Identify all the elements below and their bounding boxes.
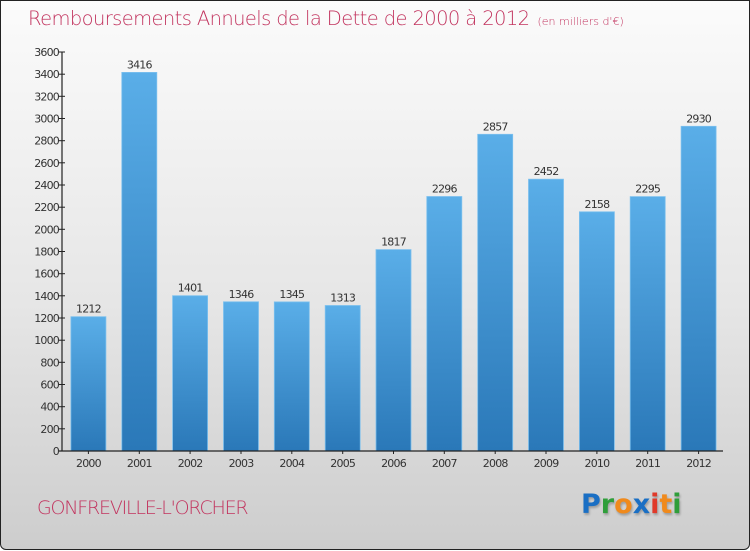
- data-label-2007: 2296: [432, 183, 458, 196]
- proxiti-logo: Proxiti: [581, 489, 682, 520]
- data-label-2001: 3416: [127, 58, 153, 71]
- y-tick-label-3000: 3000: [34, 113, 60, 126]
- chart-title-text: Remboursements Annuels de la Dette de 20…: [28, 7, 530, 30]
- bars-group: 1212 3416 1401 1346 1345 1313 1817 2296 2857 2452…: [70, 58, 717, 452]
- y-tick-label-1000: 1000: [34, 334, 60, 347]
- x-tick-label-2010: 2010: [585, 457, 611, 470]
- city-name: GONFREVILLE-L'ORCHER: [37, 497, 249, 519]
- y-tick-label-2800: 2800: [34, 135, 60, 148]
- x-tick-label-2012: 2012: [686, 457, 711, 470]
- x-tick-label-2006: 2006: [381, 457, 407, 470]
- x-tick-label-2002: 2002: [178, 457, 203, 470]
- data-label-2008: 2857: [483, 120, 509, 133]
- x-tick-label-2004: 2004: [279, 457, 305, 470]
- data-label-2011: 2295: [635, 183, 661, 196]
- y-tick-label-3200: 3200: [34, 90, 60, 103]
- logo-letter: t: [659, 489, 673, 520]
- x-tick-label-2011: 2011: [635, 457, 660, 470]
- data-label-2005: 1313: [330, 292, 356, 305]
- data-label-2006: 1817: [381, 236, 407, 249]
- bar-2008: [477, 133, 514, 452]
- bar-2011: [629, 196, 666, 452]
- y-tick-label-800: 800: [40, 356, 59, 369]
- y-tick-label-0: 0: [53, 445, 60, 458]
- logo-letter: P: [581, 489, 601, 520]
- y-tick-label-400: 400: [40, 401, 59, 414]
- chart-unit: (en milliers d'€): [537, 15, 624, 28]
- bar-2007: [426, 196, 463, 452]
- y-tick-label-2400: 2400: [34, 179, 60, 192]
- y-tick-label-2200: 2200: [34, 201, 60, 214]
- bar-2003: [223, 301, 259, 452]
- logo-letter: i: [650, 489, 660, 520]
- axes-group: 2000 2001 2002 2003 2004 2005 2006 2007 2008 2009…: [34, 46, 723, 470]
- bar-2001: [121, 72, 158, 452]
- bar-2009: [528, 178, 564, 452]
- y-tick-label-3400: 3400: [34, 68, 60, 81]
- x-tick-label-2009: 2009: [534, 457, 560, 470]
- bar-2012: [680, 125, 717, 452]
- bar-2004: [273, 301, 310, 452]
- x-tick-label-2008: 2008: [483, 457, 509, 470]
- data-label-2002: 1401: [178, 282, 203, 295]
- bar-2005: [324, 305, 361, 452]
- x-tick-label-2000: 2000: [76, 457, 102, 470]
- bar-2006: [375, 249, 412, 452]
- logo-letter: i: [672, 489, 682, 520]
- y-tick-label-1600: 1600: [34, 268, 60, 281]
- data-label-2000: 1212: [76, 303, 101, 316]
- y-tick-label-2000: 2000: [34, 223, 60, 236]
- data-label-2010: 2158: [585, 198, 611, 211]
- bar-2002: [172, 295, 209, 452]
- y-tick-label-1800: 1800: [34, 246, 60, 259]
- y-tick-label-600: 600: [40, 379, 59, 392]
- logo-letter: r: [600, 489, 615, 520]
- bar-2000: [70, 316, 107, 452]
- x-tick-label-2005: 2005: [330, 457, 356, 470]
- y-tick-label-2600: 2600: [34, 157, 60, 170]
- data-label-2009: 2452: [534, 165, 559, 178]
- data-label-2003: 1346: [229, 288, 255, 301]
- x-tick-label-2001: 2001: [127, 457, 152, 470]
- x-tick-label-2003: 2003: [229, 457, 255, 470]
- logo-letter: o: [614, 489, 633, 520]
- bar-2010: [579, 211, 615, 452]
- y-tick-label-200: 200: [40, 423, 59, 436]
- data-label-2004: 1345: [279, 288, 305, 301]
- x-tick-label-2007: 2007: [432, 457, 458, 470]
- y-tick-label-1400: 1400: [34, 290, 60, 303]
- chart-title: Remboursements Annuels de la Dette de 20…: [28, 7, 624, 30]
- data-label-2012: 2930: [686, 112, 712, 125]
- logo-letter: x: [632, 489, 651, 520]
- y-tick-label-1200: 1200: [34, 312, 60, 325]
- y-tick-label-3600: 3600: [34, 46, 60, 59]
